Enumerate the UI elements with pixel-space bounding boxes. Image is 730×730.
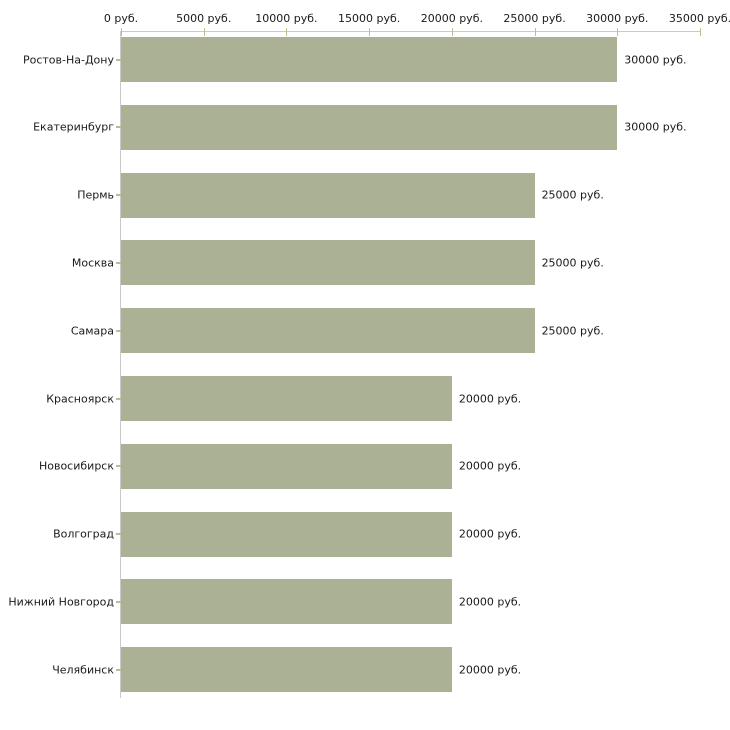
x-axis-tick-label: 25000 руб.: [503, 12, 566, 25]
x-axis-tick: [121, 28, 122, 36]
y-axis-tick: [116, 261, 122, 264]
x-axis-tick-label: 5000 руб.: [176, 12, 232, 25]
x-axis-tick-label: 0 руб.: [103, 12, 139, 25]
x-axis-tick-label: 30000 руб.: [586, 12, 649, 25]
value-label: 25000 руб.: [541, 188, 604, 202]
x-axis-tick: [286, 28, 288, 36]
value-label: 25000 руб.: [541, 324, 604, 338]
category-label: Волгоград: [53, 527, 114, 541]
value-label: 20000 руб.: [458, 527, 522, 541]
bar: [121, 308, 535, 354]
x-axis-line: [121, 31, 701, 32]
category-label: Новосибирск: [38, 459, 114, 473]
bar: [121, 37, 618, 82]
bar: [121, 104, 618, 150]
x-axis-tick-label: 10000 руб.: [255, 12, 318, 25]
category-label: Челябинск: [52, 663, 114, 677]
bar: [121, 511, 452, 557]
y-axis-tick: [116, 533, 122, 536]
y-axis-line: [120, 31, 121, 698]
bar: [121, 647, 452, 693]
x-axis-tick: [369, 28, 371, 36]
category-label: Красноярск: [46, 392, 114, 405]
category-label: Ростов-На-Дону: [22, 53, 114, 66]
category-label: Пермь: [77, 188, 114, 202]
x-axis-tick: [534, 28, 536, 36]
value-label: 20000 руб.: [458, 459, 522, 473]
bar: [121, 376, 452, 421]
value-label: 20000 руб.: [458, 595, 522, 609]
x-axis-tick: [700, 28, 701, 36]
bar: [121, 240, 535, 286]
y-axis-tick: [116, 397, 122, 400]
x-axis-tick: [451, 28, 453, 36]
x-axis-tick-label: 20000 руб.: [420, 12, 483, 25]
x-axis-tick-label: 35000 руб.: [668, 12, 730, 25]
y-axis-tick: [116, 668, 122, 671]
x-axis-tick-label: 15000 руб.: [338, 12, 401, 25]
category-label: Екатеринбург: [33, 120, 114, 134]
value-label: 30000 руб.: [624, 53, 687, 66]
value-label: 20000 руб.: [458, 392, 522, 405]
y-axis-tick: [116, 126, 122, 129]
y-axis-tick: [116, 58, 122, 61]
bar: [121, 579, 452, 625]
y-axis-tick: [116, 194, 122, 197]
y-axis-tick: [116, 600, 122, 603]
value-label: 20000 руб.: [458, 663, 522, 677]
value-label: 30000 руб.: [624, 120, 687, 134]
value-label: 25000 руб.: [541, 256, 604, 270]
x-axis-tick: [617, 28, 619, 36]
y-axis-tick: [116, 465, 122, 468]
category-label: Самара: [70, 324, 114, 338]
y-axis-tick: [116, 329, 122, 332]
bar: [121, 443, 452, 489]
category-label: Нижний Новгород: [8, 595, 114, 609]
x-axis-tick: [203, 28, 205, 36]
bar: [121, 172, 535, 218]
category-label: Москва: [71, 256, 114, 270]
